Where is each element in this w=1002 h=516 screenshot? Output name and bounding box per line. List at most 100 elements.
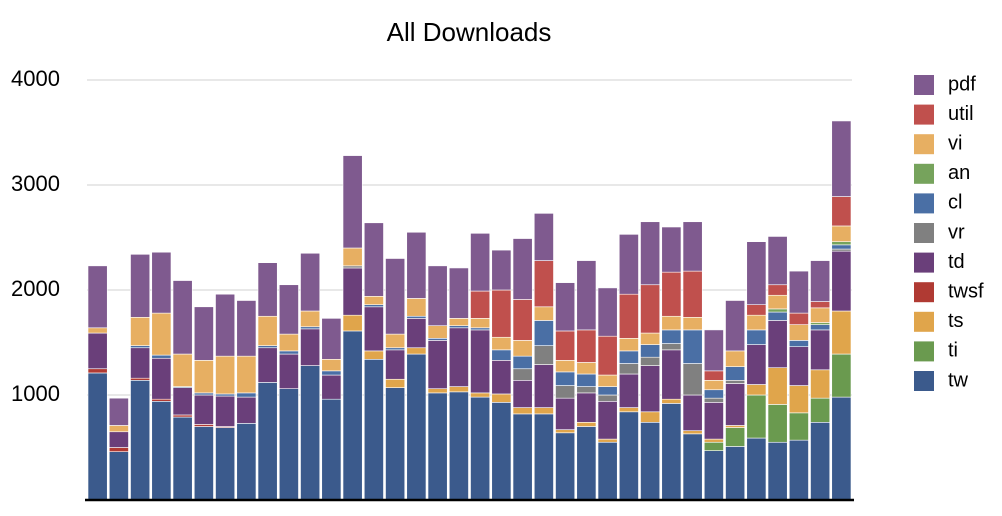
bar-segment [215, 427, 236, 501]
bar-segment [597, 441, 618, 501]
bar-segment [406, 353, 427, 501]
bar-segment [193, 360, 214, 394]
bar-segment [470, 329, 491, 394]
bar-segment [703, 329, 724, 372]
bar-segment [810, 322, 831, 325]
bar-segment [725, 425, 746, 428]
bar-segment [172, 416, 193, 501]
bar-segment [363, 358, 384, 501]
bar-segment [831, 225, 852, 242]
bar-segment [640, 284, 661, 334]
bar-segment [151, 357, 172, 400]
bar-segment [618, 407, 639, 413]
bar-segment [87, 265, 108, 329]
bar-segment [130, 345, 151, 349]
bar-segment [661, 343, 682, 351]
legend-swatch [914, 134, 934, 155]
bar-segment [257, 382, 278, 501]
bar-segment [640, 365, 661, 413]
bar-segment [448, 327, 469, 387]
bar-segment [831, 248, 852, 252]
y-tick-label: 2000 [11, 276, 60, 301]
bar-segment [533, 306, 554, 321]
bar-segment [661, 398, 682, 404]
bar-segment [555, 371, 576, 386]
bar-segment [597, 374, 618, 387]
bar-segment [363, 222, 384, 297]
bar-segment [746, 344, 767, 385]
y-tick-label: 1000 [11, 381, 60, 406]
legend-swatch [914, 282, 934, 303]
bar-segment [788, 312, 809, 325]
bar-segment [406, 298, 427, 317]
bar-segment [533, 407, 554, 415]
legend-label: vi [948, 132, 962, 154]
bar-segment [555, 360, 576, 373]
bar-segment [618, 234, 639, 295]
bar-segment [427, 340, 448, 389]
bar-segment [406, 318, 427, 349]
bar-segment [661, 226, 682, 273]
bar-segment [130, 316, 151, 346]
bar-segment [385, 258, 406, 335]
bar-segment [215, 293, 236, 357]
bar-segment [278, 284, 299, 335]
bar-segment [725, 350, 746, 367]
bar-segment [555, 432, 576, 501]
bar-segment [576, 426, 597, 501]
legend-label: ts [948, 310, 964, 332]
bar-segment [300, 328, 321, 366]
bar-segment [576, 362, 597, 375]
bar-segment [810, 329, 831, 371]
bar-segment [597, 394, 618, 402]
bar-segment [512, 340, 533, 357]
bar-segment [725, 383, 746, 426]
bar-segment [725, 366, 746, 381]
bar-segment [597, 287, 618, 337]
bar-segment [342, 314, 363, 332]
bar-segment [682, 221, 703, 272]
bar-segment [725, 300, 746, 352]
bar-segment [215, 393, 236, 397]
bar-segment [385, 333, 406, 349]
bar-segment [300, 252, 321, 312]
bar-segment [236, 355, 257, 394]
bar-segment [512, 238, 533, 300]
bar-segment [470, 318, 491, 329]
bar-segment [661, 329, 682, 344]
bar-segment [130, 254, 151, 318]
bar-segment [682, 270, 703, 318]
bar-segment [703, 370, 724, 381]
legend-label: td [948, 251, 965, 273]
bar-segment [236, 396, 257, 424]
bar-segment [172, 414, 193, 418]
bar-segment [300, 310, 321, 328]
bar-segment [427, 392, 448, 501]
bar-segment [788, 324, 809, 341]
legend-swatch [914, 252, 934, 273]
bar-segment [618, 363, 639, 375]
legend-swatch [914, 311, 934, 332]
y-tick-label: 4000 [11, 66, 60, 91]
bar-segment [810, 421, 831, 501]
bar-segment [278, 353, 299, 389]
bar-segment [767, 404, 788, 443]
legend-swatch [914, 75, 934, 95]
bar-segment [278, 350, 299, 355]
bar-segment [385, 387, 406, 501]
bar-segment [555, 282, 576, 332]
bar-segment [257, 345, 278, 349]
bar-segment [533, 413, 554, 501]
bar-segment [831, 241, 852, 246]
bar-segment [278, 333, 299, 352]
bar-segment [725, 379, 746, 384]
bar-segment [767, 441, 788, 501]
legend-label: twsf [948, 280, 984, 302]
bar-segment [746, 384, 767, 396]
bar-segment [87, 327, 108, 334]
legend-swatch [914, 163, 934, 184]
bar-segment [788, 412, 809, 441]
bar-segment [278, 388, 299, 501]
bar-segment [512, 413, 533, 501]
bar-segment [661, 315, 682, 331]
